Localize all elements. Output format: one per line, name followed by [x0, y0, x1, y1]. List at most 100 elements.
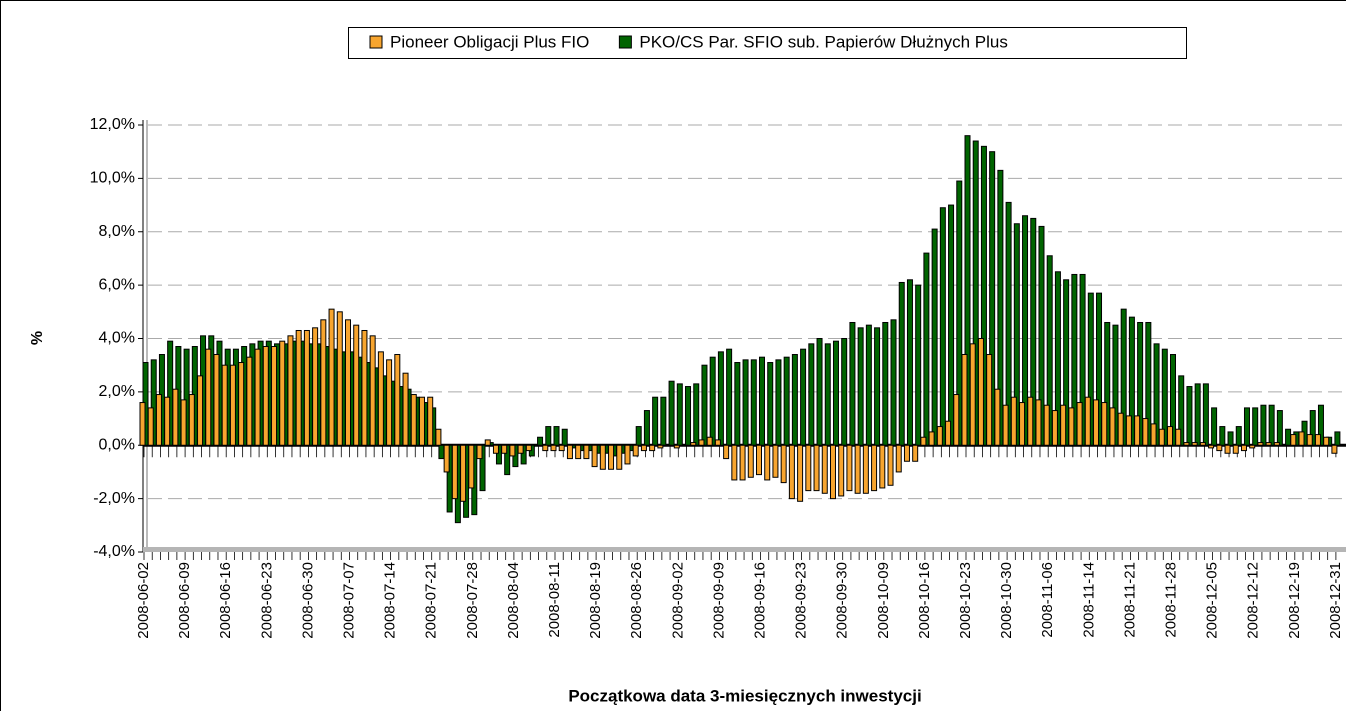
x-tick-label: 2008-06-02: [135, 562, 152, 639]
bar: [1224, 444, 1231, 454]
bar: [608, 444, 615, 470]
bar: [698, 439, 705, 446]
bar: [764, 444, 771, 481]
bar: [657, 444, 664, 449]
bar: [377, 351, 384, 446]
bar: [1093, 399, 1100, 446]
bar: [303, 329, 310, 446]
y-tick-label: 0,0%: [99, 436, 135, 453]
x-tick-label: 2008-07-14: [382, 562, 399, 639]
bar: [879, 444, 886, 489]
x-tick-label: 2008-11-28: [1162, 562, 1179, 638]
x-tick-label: 2008-08-19: [587, 562, 604, 639]
bar: [961, 354, 968, 446]
bar: [410, 394, 417, 446]
x-tick-label: 2008-10-09: [875, 562, 892, 639]
y-tick-label: 4,0%: [99, 330, 135, 347]
bar: [945, 420, 952, 446]
bar: [723, 444, 730, 460]
bar: [1022, 215, 1029, 446]
bar: [1002, 404, 1009, 446]
bar: [1158, 428, 1165, 446]
x-tick-label: 2008-12-12: [1245, 562, 1262, 639]
bar: [857, 327, 864, 446]
bar: [939, 207, 946, 446]
bar: [862, 444, 869, 494]
bar: [783, 356, 790, 446]
bar: [1276, 410, 1283, 446]
bar: [553, 426, 560, 446]
bar: [443, 444, 450, 473]
bar: [747, 444, 754, 478]
bar: [550, 444, 557, 452]
bar: [871, 444, 878, 492]
bar: [566, 444, 573, 460]
bar: [509, 444, 516, 457]
bar: [1227, 431, 1234, 446]
bar: [953, 394, 960, 446]
bar: [287, 335, 294, 446]
bar: [772, 444, 779, 478]
bar: [948, 204, 955, 446]
bar: [320, 319, 327, 446]
bar: [767, 362, 774, 446]
bar: [1125, 415, 1132, 446]
bar: [402, 372, 409, 446]
bar: [1194, 383, 1201, 446]
bar: [591, 444, 598, 468]
bar: [643, 410, 650, 446]
bar: [821, 444, 828, 494]
bar: [460, 444, 467, 502]
x-tick-label: 2008-06-23: [258, 562, 275, 639]
bar: [451, 444, 458, 500]
x-tick-label: 2008-06-09: [176, 562, 193, 639]
x-tick-label: 2008-10-30: [998, 562, 1015, 639]
bar: [213, 354, 220, 446]
bar: [701, 364, 708, 446]
bar: [345, 319, 351, 446]
bar: [977, 338, 984, 446]
bar: [1186, 386, 1193, 446]
legend-label: Pioneer Obligacji Plus FIO: [390, 32, 589, 51]
bar: [791, 354, 798, 446]
bar: [739, 444, 746, 481]
bar: [640, 444, 647, 452]
bar: [468, 444, 475, 489]
bar: [931, 228, 938, 446]
bar: [690, 442, 697, 446]
bar: [1252, 407, 1259, 446]
bar: [800, 348, 807, 446]
bar: [756, 444, 762, 476]
bar: [1208, 444, 1215, 449]
bar: [895, 444, 902, 473]
bar: [1035, 399, 1042, 446]
bar: [849, 321, 856, 446]
x-tick-label: 2008-11-06: [1039, 562, 1056, 638]
bar: [1265, 442, 1272, 446]
bar: [750, 359, 757, 446]
bar: [994, 388, 1001, 446]
bar: [874, 327, 881, 446]
bar: [180, 399, 187, 446]
bar: [1150, 423, 1157, 446]
bar: [386, 359, 393, 446]
bar: [1249, 444, 1256, 449]
bar: [838, 444, 845, 497]
x-tick-label: 2008-06-16: [217, 562, 234, 639]
bar: [353, 324, 360, 446]
bar: [788, 444, 795, 500]
bar: [1043, 404, 1050, 446]
x-tick-label: 2008-07-21: [423, 562, 440, 639]
bar: [915, 284, 922, 446]
bar: [928, 431, 935, 446]
bar: [1101, 402, 1108, 446]
y-tick-label: 6,0%: [99, 276, 135, 293]
bar: [652, 396, 659, 446]
bar: [1298, 431, 1305, 446]
bar: [816, 338, 823, 446]
bar: [139, 402, 146, 446]
bar: [1285, 428, 1292, 446]
bar: [279, 340, 286, 446]
x-tick-label: 2008-09-02: [669, 562, 686, 639]
bar: [1134, 415, 1141, 446]
